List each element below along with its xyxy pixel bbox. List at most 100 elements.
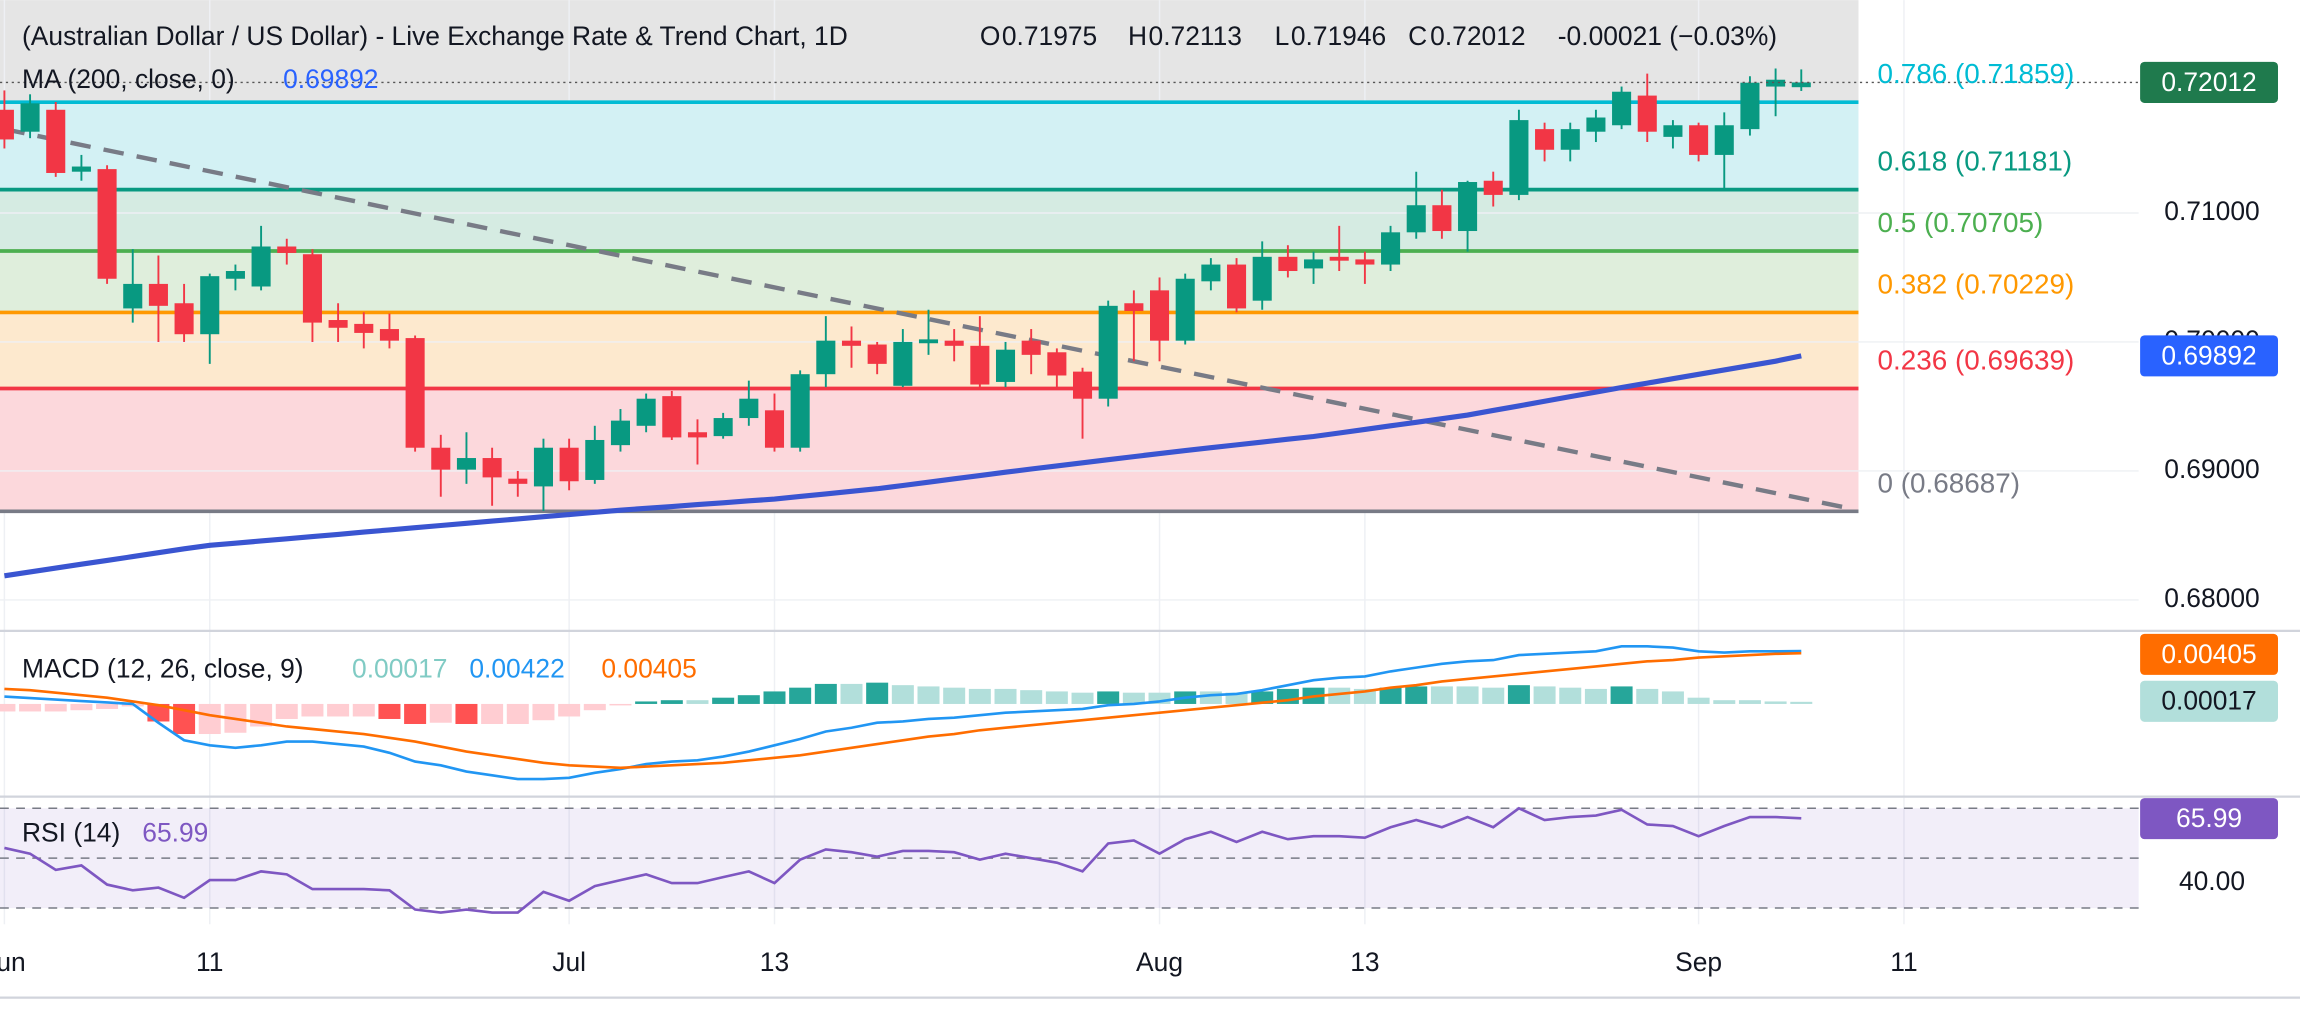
histogram-bar: [994, 688, 1017, 704]
candle-body: [1432, 205, 1452, 232]
candle-body: [1098, 305, 1118, 399]
candle-body: [1586, 117, 1606, 132]
candle-body: [790, 374, 810, 448]
histogram-bar: [96, 703, 119, 709]
histogram-bar: [1225, 692, 1248, 704]
histogram-bar: [763, 691, 786, 704]
header-band: [0, 0, 1859, 103]
ohlc-value: 0.71946: [1291, 21, 1386, 51]
change-label: -0.00021 (−0.03%): [1558, 21, 1777, 51]
x-tick-label: 11: [196, 947, 223, 977]
trendline: [3, 126, 1854, 512]
signal-value: 0.00405: [601, 653, 696, 683]
histogram-bar: [1687, 697, 1710, 704]
candle-body: [1072, 371, 1093, 399]
candle-body: [585, 439, 605, 480]
candle-body: [1483, 180, 1503, 195]
candle-body: [1663, 125, 1683, 137]
candle-body: [277, 246, 297, 253]
x-tick-label: 13: [760, 947, 789, 977]
histogram-bar: [1405, 686, 1428, 704]
histogram-bar: [917, 686, 940, 704]
histogram-bar: [481, 703, 504, 724]
ohlc-label: L: [1275, 21, 1290, 51]
candle-body: [610, 420, 631, 446]
histogram-bar: [1661, 691, 1684, 704]
ma-value: 0.69892: [283, 64, 378, 94]
candle-body: [508, 478, 528, 484]
candle-body: [174, 303, 194, 335]
candle-body: [97, 169, 117, 279]
histogram-bar: [686, 700, 709, 704]
candle-body: [1252, 256, 1272, 301]
candle-body: [225, 271, 245, 279]
candle-body: [1278, 256, 1298, 272]
histogram-bar: [1610, 686, 1633, 704]
candle-body: [1637, 95, 1657, 132]
y-tick-label: 0.71000: [2164, 196, 2259, 226]
candle-body: [328, 320, 348, 328]
x-tick-label: Sep: [1675, 947, 1722, 977]
candle-body: [662, 396, 682, 438]
ma-label: MA (200, close, 0): [22, 64, 235, 94]
last-price-tag: 0.72012: [2161, 67, 2256, 97]
histogram-bar: [0, 703, 16, 712]
histogram-bar: [19, 703, 42, 712]
candle-body: [1304, 259, 1324, 269]
histogram-bar: [1764, 701, 1787, 704]
candle-body: [1458, 182, 1478, 232]
ohlc-value: 0.72113: [1149, 21, 1242, 51]
rsi-tag-bg: [2140, 798, 2278, 840]
candle-body: [841, 340, 862, 346]
histogram-bar: [789, 687, 812, 704]
candle-body: [354, 323, 374, 333]
histogram-bar: [609, 703, 632, 706]
candle-body: [0, 109, 14, 140]
histogram-bar: [70, 703, 93, 711]
ohlc-value: 0.71975: [1002, 21, 1097, 51]
candle-body: [918, 339, 939, 344]
histogram-bar: [1738, 700, 1761, 704]
histogram-bar: [1122, 692, 1145, 704]
candle-body: [1535, 129, 1555, 150]
histogram-bar: [583, 703, 606, 711]
histogram-bar: [1328, 687, 1351, 704]
candle-body: [1381, 232, 1401, 265]
y-tick-label: 0.68000: [2164, 583, 2259, 613]
candle-body: [1509, 120, 1529, 195]
candle-body: [970, 345, 990, 385]
ohlc-label: O: [980, 21, 1001, 51]
candle-body: [1227, 264, 1247, 309]
histogram-bar: [198, 703, 221, 735]
candle-body: [1406, 205, 1426, 233]
rsi-line: [4, 806, 1802, 914]
x-tick-label: Jun: [0, 947, 26, 977]
candle-body: [739, 398, 759, 419]
candle-body: [1021, 340, 1041, 355]
candle-body: [559, 447, 579, 482]
histogram-bar: [1482, 687, 1505, 704]
candle-body: [1791, 82, 1811, 88]
histogram-bar: [455, 703, 478, 724]
fib-zone: [0, 388, 1859, 512]
candle-body: [687, 432, 708, 438]
histogram-bar: [635, 701, 658, 704]
histogram-bar: [1199, 691, 1222, 704]
signal-tag: 0.00405: [2161, 639, 2256, 669]
candle-body: [1560, 129, 1580, 150]
fib-label: 0.5 (0.70705): [1878, 207, 2044, 238]
signal-line: [4, 651, 1802, 770]
histogram-bar: [352, 703, 375, 717]
fib-label: 0 (0.68687): [1878, 467, 2021, 498]
histogram-bar: [404, 703, 427, 724]
candle-body: [1175, 278, 1195, 341]
histogram-bar: [1251, 691, 1274, 704]
fib-zone: [0, 189, 1859, 252]
ma-tag-bg: [2140, 335, 2278, 377]
candle-body: [1766, 79, 1786, 87]
histogram-bar: [1379, 687, 1402, 704]
candle-body: [456, 458, 476, 470]
fib-label: 0.382 (0.70229): [1878, 268, 2075, 299]
